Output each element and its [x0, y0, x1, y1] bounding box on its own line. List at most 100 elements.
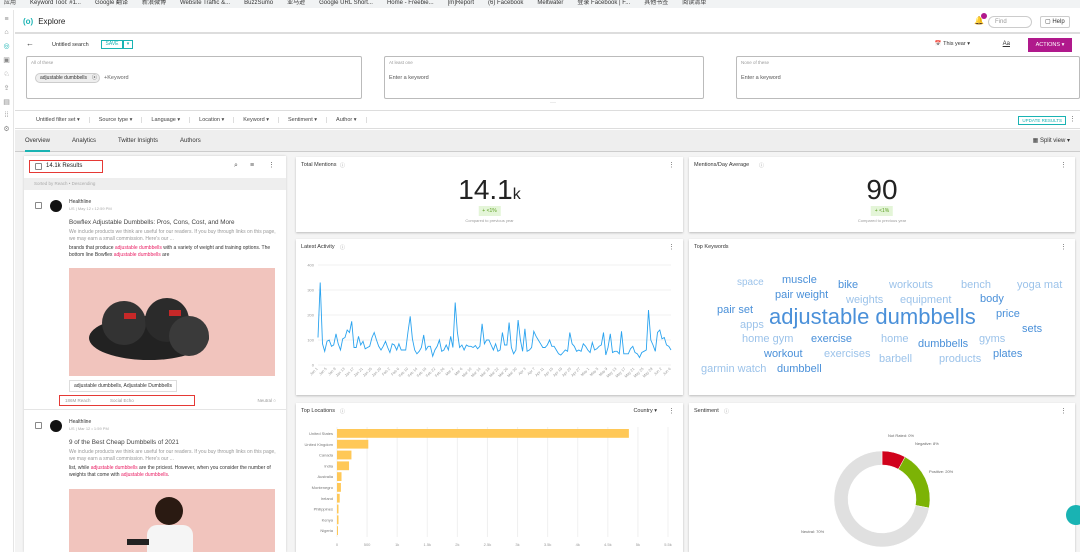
search-name[interactable]: Untitled search — [52, 42, 89, 48]
none-of-these-input[interactable]: Enter a keyword — [741, 75, 781, 81]
at-least-one-box[interactable]: At least one Enter a keyword — [384, 56, 704, 99]
keyword-weights[interactable]: weights — [846, 293, 884, 306]
keyword-bench[interactable]: bench — [961, 278, 991, 291]
result-item[interactable]: Healthline US | Mar 12 • 1:59 PM 9 of th… — [24, 412, 286, 552]
home-icon[interactable]: ⌂ — [4, 29, 9, 36]
card-menu-icon[interactable]: ⋮ — [1060, 408, 1067, 415]
keyword-products[interactable]: products — [939, 352, 982, 365]
keyword-price[interactable]: price — [996, 307, 1020, 320]
keyword-pair-weight[interactable]: pair weight — [775, 288, 829, 301]
keyword-garmin-watch[interactable]: garmin watch — [701, 362, 767, 375]
country-dropdown[interactable]: Country ▾ — [633, 408, 657, 414]
bookmark-item[interactable]: 应用 — [4, 0, 17, 6]
bookmark-item[interactable]: Google 翻译 — [94, 0, 128, 6]
social-echo[interactable]: Social Echo — [110, 398, 134, 403]
result-title[interactable]: Bowflex Adjustable Dumbbells: Pros, Cons… — [69, 219, 235, 226]
select-all-checkbox[interactable] — [35, 163, 42, 170]
keyword-exercise[interactable]: exercise — [811, 332, 852, 345]
source-name[interactable]: Healthline — [69, 419, 92, 425]
sort-icon[interactable]: ≡ — [250, 162, 255, 169]
card-menu-icon[interactable]: ⋮ — [1060, 244, 1067, 251]
keyword-space[interactable]: space — [737, 277, 764, 288]
result-checkbox[interactable] — [35, 202, 42, 209]
info-icon[interactable]: ⓘ — [340, 245, 346, 251]
bookmark-item[interactable]: Website Traffic &... — [179, 0, 231, 6]
chat-button[interactable] — [1066, 505, 1080, 525]
source-name[interactable]: Healthline — [69, 199, 92, 205]
save-button[interactable]: SAVE — [101, 40, 123, 49]
search-icon[interactable]: ⌕ — [234, 162, 238, 169]
card-menu-icon[interactable]: ⋮ — [668, 244, 675, 251]
keyword-home-gym[interactable]: home gym — [742, 332, 794, 345]
more-icon[interactable]: ⋮ — [268, 162, 275, 169]
keyword-dumbbell[interactable]: dumbbell — [777, 362, 822, 375]
info-icon[interactable]: ⓘ — [759, 163, 765, 169]
keyword-workouts[interactable]: workouts — [889, 278, 934, 291]
bookmark-item[interactable]: 阅读清单 — [682, 0, 707, 6]
keyword-exercises[interactable]: exercises — [824, 347, 871, 360]
split-view-dropdown[interactable]: ▦ Split view ▾ — [1032, 138, 1070, 144]
bookmark-item[interactable]: 新浪微博 — [141, 0, 166, 6]
add-keyword-input[interactable]: +Keyword — [104, 75, 129, 81]
keyword-plates[interactable]: plates — [993, 347, 1023, 360]
bookmark-item[interactable]: BuzzSumo — [244, 0, 274, 6]
result-image[interactable] — [69, 489, 275, 552]
card-menu-icon[interactable]: ⋮ — [1060, 162, 1067, 169]
tab-analytics[interactable]: Analytics — [72, 137, 97, 144]
keyword-dumbbells[interactable]: dumbbells — [918, 337, 969, 350]
info-icon[interactable]: ⓘ — [340, 409, 346, 415]
bookmark-item[interactable]: Meltwater — [537, 0, 564, 6]
keyword-bike[interactable]: bike — [838, 278, 859, 291]
info-icon[interactable]: ⓘ — [724, 409, 730, 415]
alert-icon[interactable]: ♘ — [3, 71, 10, 78]
date-range-dropdown[interactable]: 📅 This year ▾ — [934, 41, 970, 47]
keyword-adjustable-dumbbells[interactable]: adjustable dumbbells — [769, 303, 976, 329]
bookmark-item[interactable]: 亚马逊 — [287, 0, 306, 6]
none-of-these-box[interactable]: None of these Enter a keyword — [736, 56, 1080, 99]
update-results-button[interactable]: UPDATE RESULTS — [1018, 116, 1066, 125]
keyword-muscle[interactable]: muscle — [782, 273, 817, 286]
filter-dropdown[interactable]: Location ▾ — [190, 116, 235, 123]
filter-dropdown[interactable]: Language ▾ — [142, 116, 191, 123]
keyword-body[interactable]: body — [980, 292, 1004, 305]
keyword-equipment[interactable]: equipment — [900, 293, 952, 306]
filter-dropdown[interactable]: Author ▾ — [327, 116, 367, 123]
at-least-one-input[interactable]: Enter a keyword — [389, 75, 429, 81]
explore-icon[interactable]: ◎ — [3, 43, 10, 50]
result-item[interactable]: Healthline US | May 12 • 12:59 PM Bowfle… — [24, 192, 286, 410]
filter-dropdown[interactable]: Sentiment ▾ — [279, 116, 328, 123]
filter-dropdown[interactable]: Source type ▾ — [90, 116, 143, 123]
sentiment-label[interactable]: Neutral ○ — [257, 398, 276, 403]
bookmark-item[interactable]: Google URL Short... — [319, 0, 373, 6]
tab-twitter-insights[interactable]: Twitter Insights — [118, 137, 159, 144]
bookmark-item[interactable]: Keyword Tool: #1... — [30, 0, 81, 6]
keyword-barbell[interactable]: barbell — [879, 352, 913, 365]
bell-icon[interactable]: 🔔 — [974, 16, 984, 25]
filter-dropdown[interactable]: Untitled filter set ▾ — [27, 116, 90, 123]
filter-dropdown[interactable]: Keyword ▾ — [234, 116, 279, 123]
tab-overview[interactable]: Overview — [25, 130, 51, 152]
card-menu-icon[interactable]: ⋮ — [668, 408, 675, 415]
keyword-workout[interactable]: workout — [764, 347, 803, 360]
result-image[interactable] — [69, 268, 275, 376]
menu-icon[interactable]: ≡ — [4, 16, 9, 23]
settings-icon[interactable]: ⚙ — [3, 126, 10, 133]
keyword-sets[interactable]: sets — [1022, 322, 1043, 335]
actions-button[interactable]: ACTIONS ▾ — [1028, 38, 1072, 52]
font-size-button[interactable]: Aa — [1002, 41, 1010, 47]
result-title[interactable]: 9 of the Best Cheap Dumbbells of 2021 — [69, 439, 179, 446]
resize-handle[interactable]: ··· — [550, 100, 556, 106]
all-of-these-box[interactable]: All of these adjustable dumbbells ⓧ +Keyw… — [26, 56, 362, 99]
help-button[interactable]: ▢ Help — [1040, 16, 1070, 28]
result-checkbox[interactable] — [35, 422, 42, 429]
keyword-pair-set[interactable]: pair set — [717, 303, 754, 316]
keyword-gyms[interactable]: gyms — [979, 332, 1006, 345]
back-arrow-icon[interactable]: ← — [26, 39, 34, 48]
bookmark-item[interactable]: (6) Facebook — [487, 0, 524, 6]
report-icon[interactable]: ▤ — [3, 99, 10, 106]
keyword-yoga-mat[interactable]: yoga mat — [1017, 278, 1063, 291]
tab-authors[interactable]: Authors — [180, 137, 201, 144]
keyword-chip[interactable]: adjustable dumbbells ⓧ — [35, 73, 100, 83]
info-icon[interactable]: ⓘ — [340, 163, 346, 169]
share-icon[interactable]: ⇪ — [3, 85, 10, 92]
